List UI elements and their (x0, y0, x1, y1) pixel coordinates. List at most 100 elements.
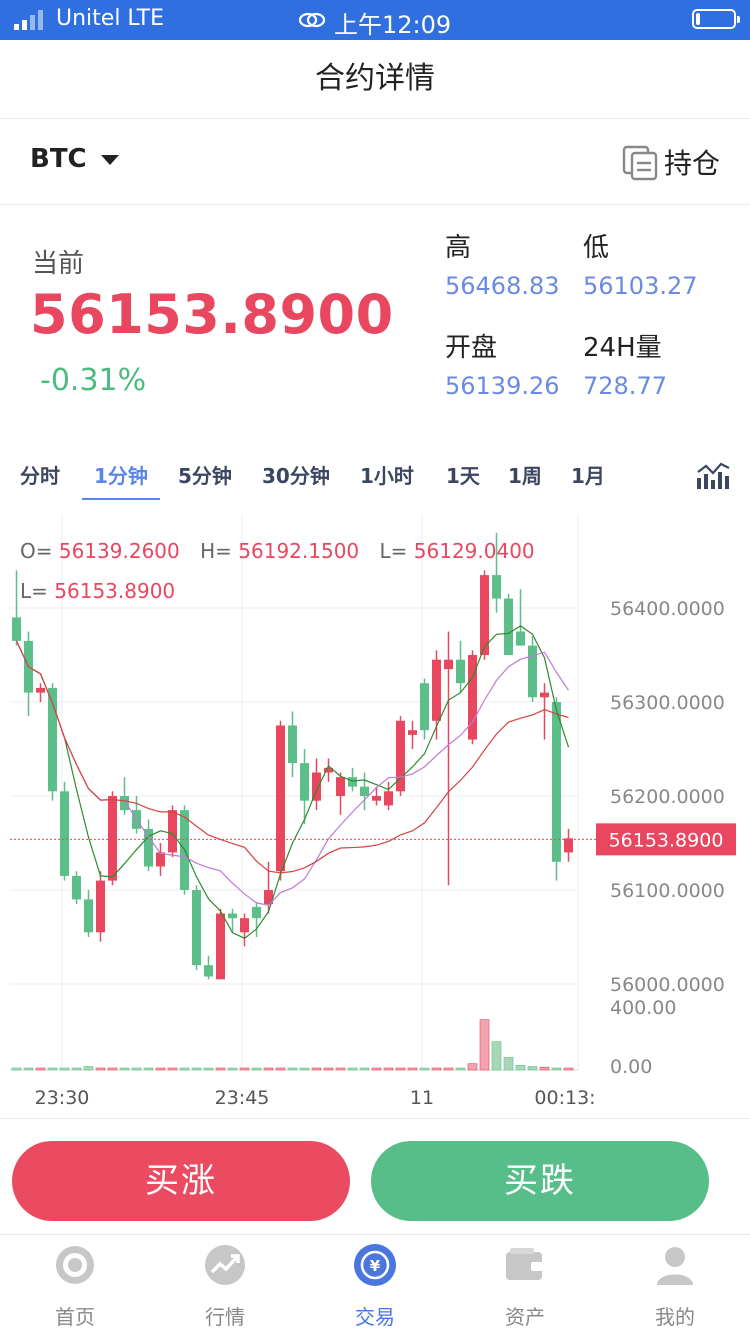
volume-bar (419, 1067, 430, 1071)
tabbar-trade-label: 交易 (355, 1305, 395, 1329)
tabbar-home[interactable]: 首页 (0, 1235, 150, 1335)
carrier-label: Unitel LTE (56, 6, 164, 31)
candle-body (492, 575, 501, 599)
candle-body (372, 796, 381, 801)
volume-bar (107, 1067, 118, 1071)
candle-body (108, 796, 117, 881)
tab-5min[interactable]: 5分钟 (178, 464, 232, 488)
volume-bar (23, 1067, 34, 1071)
tabbar-market-label: 行情 (205, 1305, 245, 1329)
market-icon (205, 1245, 245, 1285)
tab-1hour[interactable]: 1小时 (360, 464, 414, 488)
candle-body (240, 918, 249, 933)
volume-bar (11, 1067, 22, 1071)
candle-body (312, 772, 321, 801)
ohlc-close-value: 56153.8900 (54, 579, 176, 603)
volume-bar (395, 1067, 406, 1071)
volume-bar (539, 1066, 550, 1071)
candle-body (540, 692, 549, 698)
status-bar: Unitel LTE 上午12:09 (0, 0, 750, 40)
open-value: 56139.26 (445, 372, 560, 400)
candle-body (408, 730, 417, 735)
volume-bar (563, 1067, 574, 1071)
buy-up-button[interactable]: 买涨 (12, 1141, 350, 1221)
period-tabs: 分时 1分钟 5分钟 30分钟 1小时 1天 1周 1月 (0, 448, 750, 502)
candle-body (72, 875, 81, 900)
ohlc-high-value: 56192.1500 (238, 539, 360, 563)
ohlc-close-label: L= (20, 579, 48, 603)
volume-bar (143, 1067, 154, 1071)
volume-tick-label: 0.00 (610, 1056, 652, 1078)
tab-1day[interactable]: 1天 (446, 464, 480, 488)
tab-timeshare[interactable]: 分时 (20, 464, 60, 488)
volume-bar (479, 1019, 490, 1071)
open-stat: 开盘 56139.26 (445, 327, 560, 400)
volume-bar (239, 1067, 250, 1071)
volume-bar (455, 1067, 466, 1071)
volume-bar (167, 1067, 178, 1071)
volume-bar (119, 1067, 130, 1071)
tabbar-assets[interactable]: 资产 (450, 1235, 600, 1335)
caret-down-icon (100, 154, 119, 165)
y-tick-label: 56100.0000 (610, 880, 725, 902)
volume-bar (467, 1063, 478, 1071)
candle-body (516, 631, 525, 646)
volume-bar (71, 1067, 82, 1071)
candle-body (228, 913, 237, 919)
user-icon (657, 1247, 693, 1285)
y-tick-label: 56400.0000 (610, 598, 725, 620)
candle-body (396, 720, 405, 792)
volume-bar (83, 1066, 94, 1071)
tab-1min[interactable]: 1分钟 (94, 464, 148, 488)
symbol-selector[interactable]: BTC (30, 144, 119, 174)
volume-bar (551, 1067, 562, 1071)
ohlc-low-label: L= (379, 539, 408, 563)
ma5-line (15, 625, 570, 940)
candle-body (156, 852, 165, 867)
volume-bar (263, 1067, 274, 1071)
volume-bar (47, 1067, 58, 1071)
x-tick-label: 11 (410, 1087, 434, 1109)
tab-30min[interactable]: 30分钟 (262, 464, 330, 488)
candle-body (216, 913, 225, 980)
chart-settings-icon[interactable] (696, 460, 732, 490)
candle-body (84, 899, 93, 933)
bottom-tab-bar: 首页 行情 ¥ 交易 资产 我的 (0, 1234, 750, 1335)
low-value: 56103.27 (583, 272, 698, 300)
volume-bar (371, 1067, 382, 1071)
volume-bar (59, 1067, 70, 1071)
volume-bar (515, 1064, 526, 1071)
candle-body (144, 828, 153, 867)
volume-bar (155, 1067, 166, 1071)
tabbar-mine[interactable]: 我的 (600, 1235, 750, 1335)
page-title: 合约详情 (0, 40, 750, 119)
positions-button[interactable]: 持仓 (622, 142, 720, 182)
candle-body (252, 906, 261, 919)
trade-bar: 买涨 买跌 (0, 1118, 750, 1234)
high-label: 高 (445, 233, 472, 263)
tabbar-market[interactable]: 行情 (150, 1235, 300, 1335)
tab-1month[interactable]: 1月 (571, 464, 605, 488)
volume-bar (227, 1067, 238, 1071)
open-label: 开盘 (445, 333, 498, 363)
symbol-bar: BTC 持仓 (0, 120, 750, 205)
volume-bar (383, 1067, 394, 1071)
candle-body (480, 575, 489, 655)
candle-body (384, 791, 393, 806)
low-label: 低 (583, 233, 610, 263)
volume-stat: 24H量 728.77 (583, 327, 667, 400)
tabbar-trade[interactable]: ¥ 交易 (300, 1235, 450, 1335)
candle-body (348, 777, 357, 787)
positions-icon (622, 145, 658, 181)
candle-body (420, 683, 429, 731)
ohlc-low-value: 56129.0400 (413, 539, 535, 563)
volume-bar (251, 1067, 262, 1071)
tab-1week[interactable]: 1周 (508, 464, 542, 488)
buy-down-button[interactable]: 买跌 (371, 1141, 709, 1221)
kline-chart[interactable]: 56400.0000 56300.0000 56200.0000 56100.0000… (0, 515, 750, 1115)
volume-bar (335, 1067, 346, 1071)
volume-bar (407, 1067, 418, 1071)
symbol-label: BTC (30, 144, 87, 174)
volume-bar (299, 1067, 310, 1071)
volume-bar (95, 1067, 106, 1071)
